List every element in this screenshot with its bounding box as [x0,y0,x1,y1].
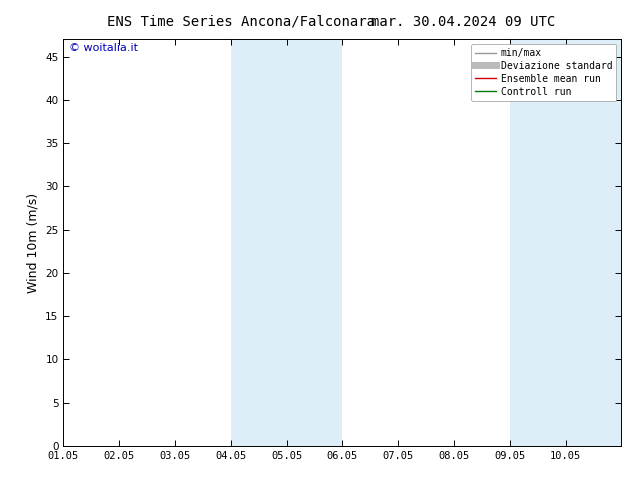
Bar [510,39,566,446]
Text: © woitalia.it: © woitalia.it [69,43,138,53]
Text: mar. 30.04.2024 09 UTC: mar. 30.04.2024 09 UTC [371,15,555,29]
Text: ENS Time Series Ancona/Falconara: ENS Time Series Ancona/Falconara [107,15,375,29]
Bar [287,39,342,446]
Y-axis label: Wind 10m (m/s): Wind 10m (m/s) [27,193,40,293]
Bar [566,39,621,446]
Bar [231,39,287,446]
Legend: min/max, Deviazione standard, Ensemble mean run, Controll run: min/max, Deviazione standard, Ensemble m… [471,44,616,100]
